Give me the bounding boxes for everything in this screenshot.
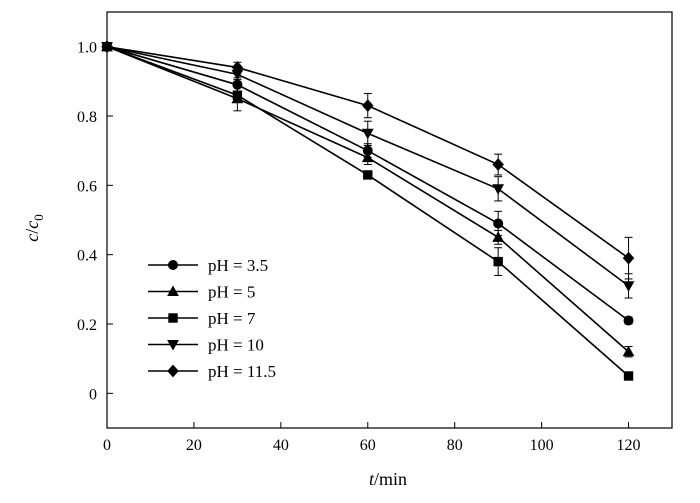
series-1 [102,41,634,326]
data-point [622,345,635,357]
y-tick-label: 0.8 [77,109,97,126]
legend-marker [167,364,179,378]
data-point [622,281,635,292]
y-tick-label: 0 [89,386,97,403]
data-point [622,251,635,265]
y-axis-label: c/c0 [22,214,46,242]
x-tick-label: 0 [103,437,111,454]
y-tick-label: 0.2 [77,317,97,334]
data-point [492,158,504,171]
series-4 [101,42,635,299]
x-tick-label: 100 [530,437,554,454]
series-line [106,45,630,287]
data-point [623,315,634,326]
data-point [492,231,505,242]
legend-label: pH = 11.5 [208,362,276,381]
legend-label: pH = 3.5 [208,256,268,275]
x-axis-label: t/min [369,469,407,489]
legend-label: pH = 10 [208,336,264,355]
x-tick-label: 20 [186,437,202,454]
data-point [493,256,503,267]
legend-entry: pH = 7 [148,309,256,328]
x-tick-label: 60 [360,437,376,454]
series-line [106,45,630,353]
legend-marker [168,313,178,323]
legend-label: pH = 7 [208,309,256,328]
series-line [106,45,630,322]
y-tick-label: 0.4 [77,248,97,265]
x-tick-label: 40 [273,437,289,454]
y-tick-label: 1.0 [77,40,97,57]
legend-marker [167,259,178,270]
plot-frame [106,11,673,429]
legend-marker [167,339,179,351]
data-point [101,40,113,54]
legend-entry: pH = 3.5 [148,256,268,275]
legend-entry: pH = 10 [148,336,264,355]
data-point [232,90,243,100]
legend-label: pH = 5 [208,283,255,302]
series-5 [101,40,635,280]
legend-marker [167,285,179,297]
data-point [362,99,374,112]
data-point [363,170,373,180]
x-tick-label: 80 [447,437,463,454]
data-point [492,184,505,195]
data-point [493,218,504,229]
x-tick-label: 120 [617,437,641,454]
y-tick-label: 0.6 [77,178,97,195]
data-point [361,128,374,140]
legend-entry: pH = 5 [148,283,255,302]
legend-entry: pH = 11.5 [148,362,276,381]
data-point [623,371,634,381]
data-point [231,61,244,74]
data-point [361,151,374,163]
